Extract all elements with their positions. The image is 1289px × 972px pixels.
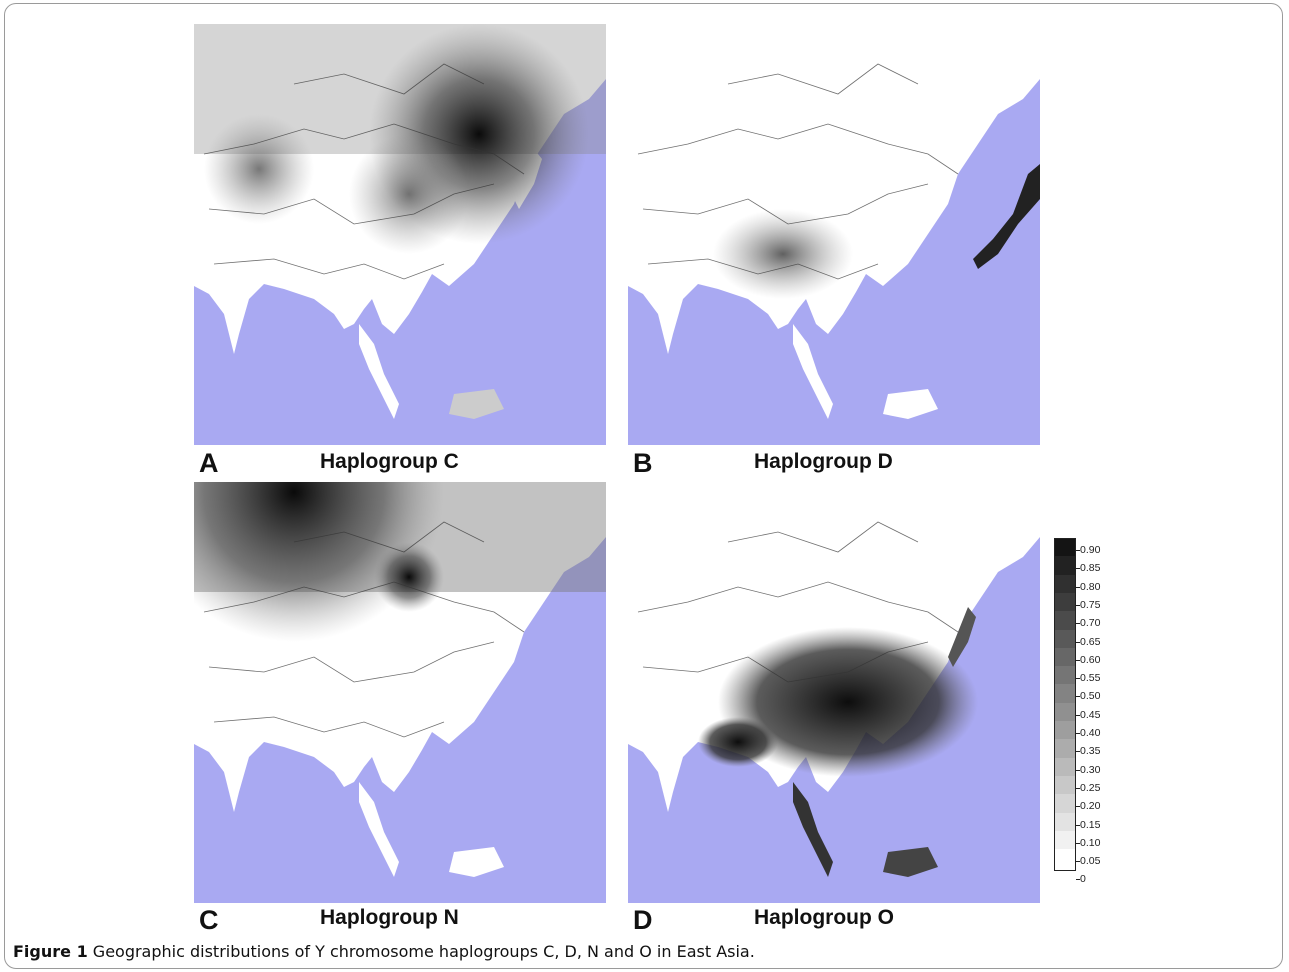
legend-swatch: [1054, 812, 1076, 832]
panel-title: Haplogroup N: [320, 906, 459, 929]
legend-label: 0.10: [1080, 836, 1101, 849]
legend-tick: [1076, 787, 1080, 789]
legend-tick: [1076, 824, 1080, 826]
legend-swatch: [1054, 739, 1076, 759]
legend-label: 0.65: [1080, 635, 1101, 648]
panel-letter: C: [199, 905, 219, 935]
legend-label: 0.60: [1080, 653, 1101, 666]
legend-tick: [1076, 659, 1080, 661]
panel-title: Haplogroup O: [754, 906, 894, 929]
legend-swatch: [1054, 666, 1076, 686]
legend-tick: [1076, 641, 1080, 643]
caption-text: Geographic distributions of Y chromosome…: [87, 942, 755, 961]
legend-swatch: [1054, 592, 1076, 613]
legend-tick: [1076, 604, 1080, 606]
legend-label: 0.15: [1080, 818, 1101, 831]
legend-tick: [1076, 586, 1080, 588]
legend-label: 0.75: [1080, 598, 1101, 611]
legend-swatch: [1054, 794, 1076, 814]
legend-label: 0.05: [1080, 855, 1101, 868]
legend-label: 0.40: [1080, 727, 1101, 739]
legend-bar-outline: [1054, 538, 1076, 872]
legend-label: 0.50: [1080, 690, 1101, 703]
legend-label: 0.70: [1080, 617, 1101, 630]
legend-swatch: [1054, 629, 1076, 649]
legend-swatch: [1054, 684, 1076, 704]
legend-label: 0.45: [1080, 708, 1101, 721]
legend-tick: [1076, 568, 1080, 570]
legend-tick: [1076, 623, 1080, 625]
legend-tick: [1076, 733, 1080, 734]
panel-title: Haplogroup D: [754, 450, 893, 473]
legend-swatch: [1054, 538, 1076, 558]
legend-tick: [1076, 550, 1080, 551]
legend-tick: [1076, 769, 1080, 771]
legend-swatch: [1054, 721, 1076, 741]
map-haplogroup-d: [628, 24, 1040, 445]
legend-tick: [1076, 861, 1080, 863]
legend-swatch: [1054, 830, 1076, 851]
legend-swatch: [1054, 574, 1076, 594]
legend-swatch: [1054, 611, 1076, 631]
legend-label: 0: [1080, 873, 1086, 886]
map-haplogroup-o: [628, 482, 1040, 903]
legend-label: 0.90: [1080, 544, 1101, 556]
panel-letter: A: [199, 448, 219, 478]
figure-frame: [4, 3, 1283, 969]
legend-tick: [1076, 678, 1080, 680]
legend-tick: [1076, 714, 1080, 716]
legend-swatch: [1054, 702, 1076, 722]
map-haplogroup-c: [194, 24, 606, 445]
legend-label: 0.35: [1080, 745, 1101, 758]
legend-label: 0.55: [1080, 672, 1101, 685]
panel-title: Haplogroup C: [320, 450, 459, 473]
legend-label: 0.25: [1080, 781, 1101, 794]
legend-label: 0.20: [1080, 800, 1101, 813]
legend-tick: [1076, 879, 1080, 881]
legend-label: 0.80: [1080, 580, 1101, 593]
legend-swatch: [1054, 556, 1076, 576]
legend-label: 0.30: [1080, 763, 1101, 776]
legend-swatch: [1054, 849, 1076, 869]
legend-tick: [1076, 842, 1080, 844]
legend-label: 0.85: [1080, 562, 1101, 575]
panel-letter: B: [633, 448, 653, 478]
map-haplogroup-n: [194, 482, 606, 903]
legend-tick: [1076, 806, 1080, 808]
legend-tick: [1076, 696, 1080, 698]
panel-letter: D: [633, 905, 653, 935]
legend-swatch: [1054, 757, 1076, 777]
legend-tick: [1076, 751, 1080, 753]
legend-swatch: [1054, 775, 1076, 796]
figure-caption: Figure 1 Geographic distributions of Y c…: [13, 942, 755, 961]
caption-label: Figure 1: [13, 942, 88, 961]
legend-swatch: [1054, 647, 1076, 668]
